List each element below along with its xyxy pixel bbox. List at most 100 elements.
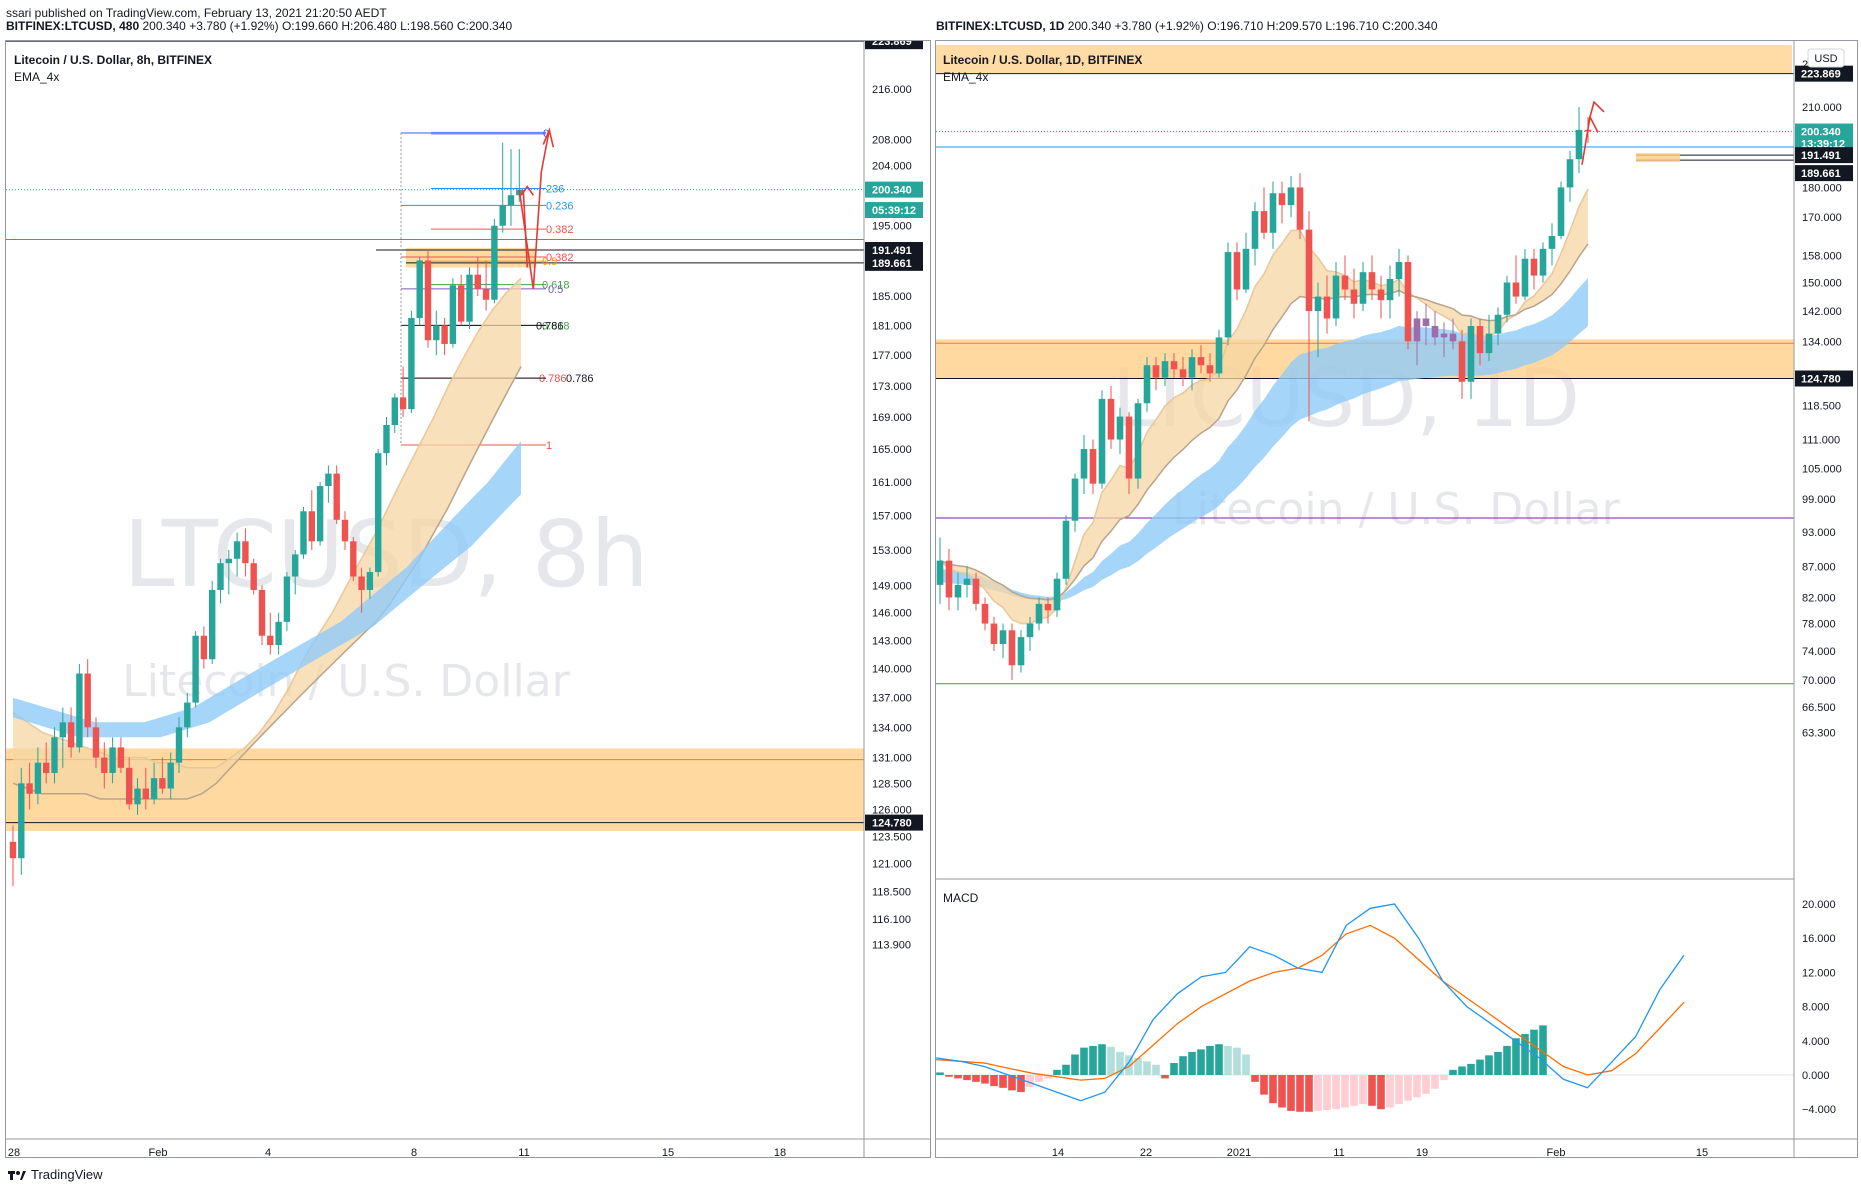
- right-candle[interactable]: [1314, 296, 1322, 312]
- left-candle[interactable]: [92, 727, 100, 758]
- left-candle[interactable]: [258, 589, 266, 636]
- right-candle[interactable]: [1539, 248, 1547, 276]
- right-candle[interactable]: [954, 584, 962, 598]
- left-candle[interactable]: [325, 473, 332, 487]
- right-candle[interactable]: [1557, 187, 1565, 236]
- left-candle[interactable]: [341, 519, 349, 542]
- right-candle[interactable]: [999, 630, 1007, 645]
- left-candle[interactable]: [350, 541, 357, 577]
- right-candle[interactable]: [1161, 361, 1169, 378]
- left-candle[interactable]: [9, 841, 17, 859]
- right-candle[interactable]: [1521, 258, 1529, 297]
- right-candle[interactable]: [1323, 296, 1331, 319]
- left-candle[interactable]: [209, 589, 216, 660]
- left-candle[interactable]: [308, 511, 315, 542]
- left-candle[interactable]: [283, 576, 291, 622]
- right-candle[interactable]: [1044, 603, 1052, 611]
- left-chart[interactable]: LTCUSD, 8h Litecoin / U.S. Dollar 02360.…: [6, 41, 930, 1157]
- right-candle[interactable]: [1260, 211, 1268, 233]
- left-candle[interactable]: [175, 727, 183, 763]
- right-candle[interactable]: [1224, 252, 1232, 338]
- right-candle[interactable]: [1269, 193, 1277, 233]
- right-candle[interactable]: [1404, 262, 1412, 342]
- right-candle[interactable]: [1026, 623, 1034, 638]
- left-candle[interactable]: [292, 554, 299, 577]
- right-chart-panel[interactable]: LTCUSD, 1D Litecoin / U.S. Dollar 230.00…: [935, 40, 1858, 1158]
- right-candle[interactable]: [1413, 318, 1421, 342]
- right-candle[interactable]: [981, 603, 989, 624]
- left-candle[interactable]: [375, 453, 382, 573]
- left-candle[interactable]: [18, 783, 25, 859]
- right-candle[interactable]: [1251, 211, 1259, 249]
- left-candle[interactable]: [466, 274, 473, 322]
- right-candle[interactable]: [1215, 337, 1223, 374]
- left-quote-symbol[interactable]: BITFINEX:LTCUSD, 480: [6, 19, 140, 33]
- left-candle[interactable]: [34, 762, 42, 794]
- right-chart[interactable]: LTCUSD, 1D Litecoin / U.S. Dollar 230.00…: [936, 41, 1857, 1157]
- left-price-axis[interactable]: [864, 41, 930, 1139]
- right-candle[interactable]: [1449, 333, 1457, 342]
- right-candle[interactable]: [1368, 272, 1376, 290]
- left-candle[interactable]: [217, 563, 224, 590]
- right-candle[interactable]: [1494, 314, 1502, 334]
- left-candle[interactable]: [499, 205, 506, 226]
- right-candle[interactable]: [1575, 129, 1583, 160]
- right-candle[interactable]: [1395, 262, 1403, 280]
- right-candle[interactable]: [972, 578, 980, 604]
- right-candle[interactable]: [1017, 637, 1025, 666]
- left-candle[interactable]: [150, 778, 158, 800]
- left-chart-panel[interactable]: LTCUSD, 8h Litecoin / U.S. Dollar 0 236 0.…: [5, 40, 931, 1158]
- right-candle[interactable]: [1512, 282, 1520, 297]
- left-candle[interactable]: [134, 788, 141, 805]
- footer-brand[interactable]: TradingView: [31, 1167, 103, 1182]
- right-candle[interactable]: [1188, 357, 1196, 378]
- right-candle[interactable]: [1287, 187, 1295, 206]
- left-candle[interactable]: [126, 767, 133, 805]
- right-candle[interactable]: [1278, 193, 1286, 206]
- right-candle[interactable]: [1431, 325, 1439, 338]
- left-candle[interactable]: [416, 260, 423, 318]
- right-candle[interactable]: [1467, 325, 1475, 382]
- right-candle[interactable]: [1134, 403, 1142, 479]
- right-candle[interactable]: [1170, 361, 1178, 370]
- left-candle[interactable]: [275, 621, 282, 646]
- left-candle[interactable]: [67, 722, 75, 748]
- left-candle[interactable]: [449, 285, 457, 344]
- left-candle[interactable]: [167, 762, 174, 789]
- right-candle[interactable]: [1458, 341, 1466, 382]
- right-candle[interactable]: [1206, 365, 1214, 374]
- right-candle[interactable]: [1359, 272, 1367, 304]
- right-candle[interactable]: [1422, 318, 1430, 326]
- left-candle[interactable]: [242, 541, 249, 564]
- right-candle[interactable]: [1341, 275, 1349, 290]
- right-candle[interactable]: [1332, 275, 1340, 319]
- right-candle[interactable]: [990, 623, 998, 645]
- right-candle[interactable]: [1053, 578, 1061, 611]
- left-candle[interactable]: [366, 572, 374, 590]
- right-candle[interactable]: [1233, 252, 1241, 290]
- right-candle[interactable]: [1296, 187, 1304, 230]
- right-candle[interactable]: [963, 578, 971, 585]
- left-candle[interactable]: [267, 635, 274, 646]
- left-candle[interactable]: [482, 288, 490, 300]
- right-candle[interactable]: [936, 560, 944, 585]
- left-candle[interactable]: [383, 424, 390, 454]
- left-candle[interactable]: [225, 558, 232, 564]
- left-candle[interactable]: [84, 673, 91, 728]
- left-candle[interactable]: [109, 747, 116, 773]
- right-candle[interactable]: [1350, 289, 1358, 304]
- left-candle[interactable]: [59, 722, 66, 738]
- left-candle[interactable]: [300, 511, 307, 555]
- left-candle[interactable]: [408, 317, 415, 410]
- right-candle[interactable]: [1548, 235, 1556, 249]
- right-candle[interactable]: [1440, 333, 1448, 338]
- right-candle[interactable]: [1242, 248, 1250, 290]
- currency-button[interactable]: [1807, 48, 1845, 68]
- left-candle[interactable]: [424, 260, 432, 341]
- right-candle[interactable]: [1179, 369, 1187, 378]
- left-candle[interactable]: [184, 702, 191, 728]
- left-candle[interactable]: [26, 783, 33, 794]
- right-candle[interactable]: [1116, 416, 1124, 440]
- right-candle[interactable]: [1080, 449, 1088, 479]
- right-candle[interactable]: [1107, 398, 1115, 440]
